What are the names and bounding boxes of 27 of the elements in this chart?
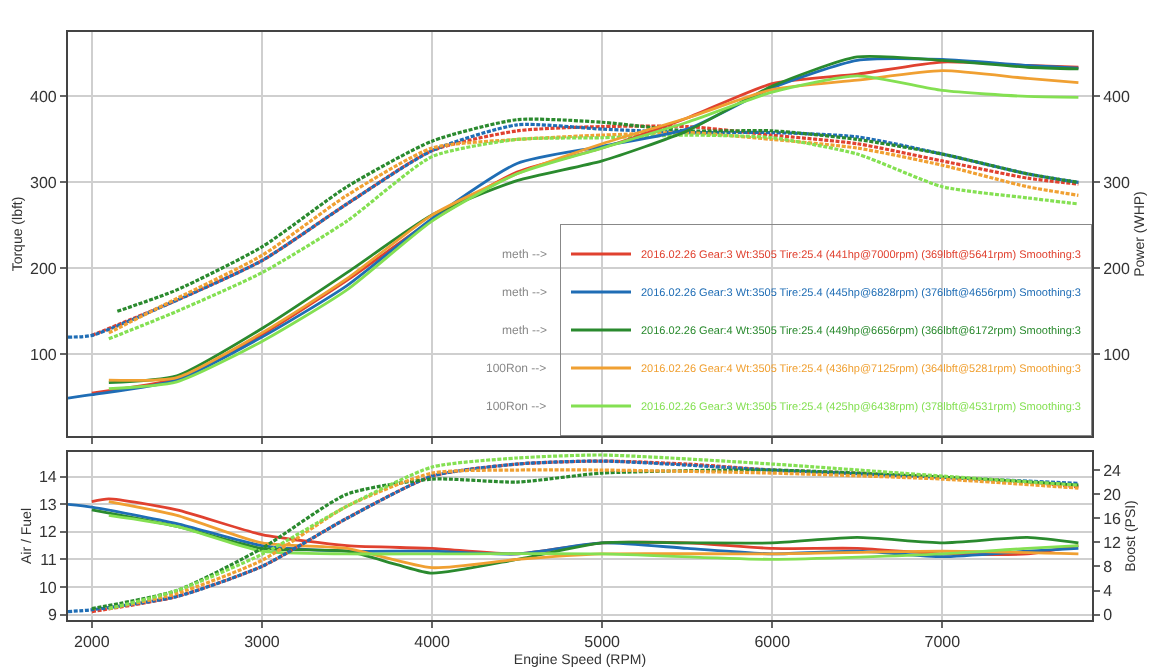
y-tick-label: 9 — [47, 606, 58, 625]
y2-tick-label: 100 — [1103, 345, 1131, 364]
x-tick-label: 6000 — [754, 633, 792, 652]
x-tick-label: 3000 — [244, 633, 281, 652]
y2-tick-label: 16 — [1103, 509, 1123, 528]
y-tick-label: 14 — [38, 468, 58, 487]
y-tick-label: 12 — [38, 523, 58, 542]
y-tick-label: 11 — [40, 551, 58, 569]
y2-tick-label: 20 — [1103, 485, 1123, 504]
y-tick-label: 10 — [38, 578, 58, 597]
y2-tick-label: 200 — [1103, 259, 1131, 278]
y2-tick-label: 4 — [1103, 582, 1114, 601]
x-tick-label: 2000 — [74, 633, 111, 652]
y2-tick-label: 0 — [1103, 606, 1114, 625]
x-tick-label: 4000 — [414, 633, 451, 652]
y-tick-label: 400 — [30, 88, 58, 107]
y2-tick-label: 300 — [1103, 174, 1131, 193]
y2-tick-label: 400 — [1103, 88, 1131, 107]
y2-tick-label: 12 — [1103, 533, 1123, 552]
y-tick-label: 100 — [30, 345, 58, 364]
y2-tick-label: 24 — [1103, 461, 1123, 480]
y-tick-label: 13 — [38, 495, 58, 514]
y-tick-label: 200 — [30, 259, 58, 278]
y-tick-label: 300 — [30, 174, 58, 193]
y2-tick-label: 8 — [1103, 558, 1114, 576]
x-tick-label: 5000 — [584, 633, 622, 652]
x-tick-label: 7000 — [924, 633, 962, 652]
